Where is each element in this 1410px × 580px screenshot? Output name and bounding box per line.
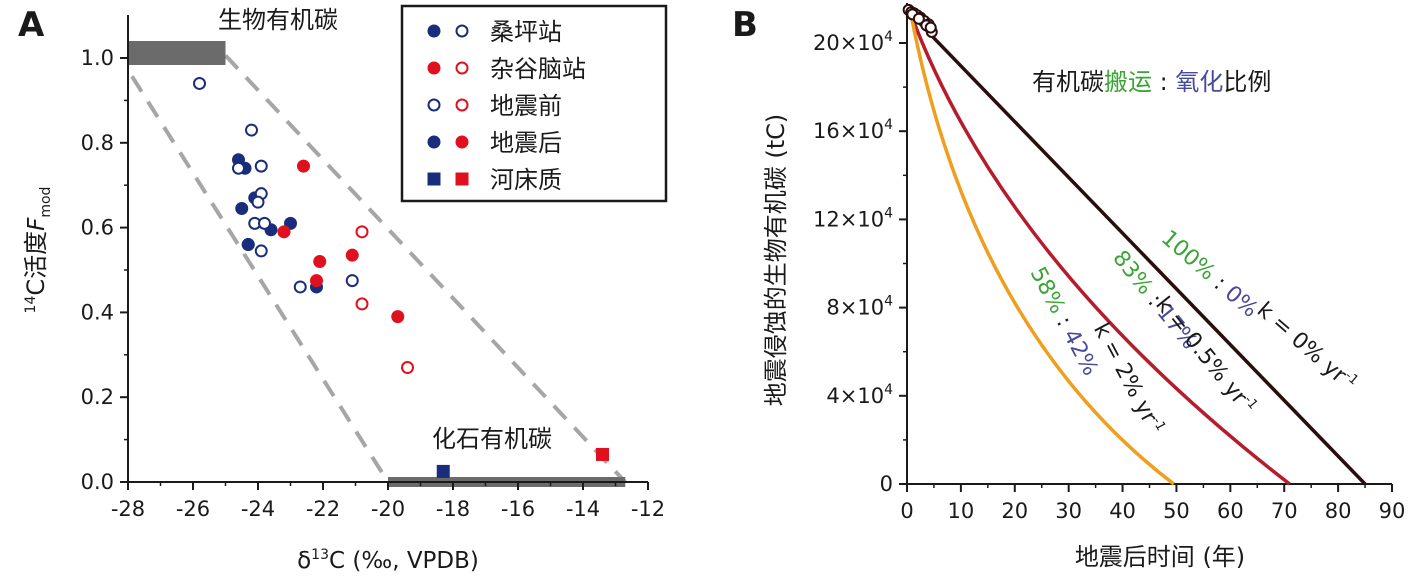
panel-a-label: A	[18, 5, 45, 45]
data-point	[235, 202, 249, 216]
y-tick-label: 0.6	[81, 216, 114, 240]
y-tick-label: 0.2	[81, 385, 114, 409]
panel-b: B 0 10 20 30 40 50 60 70 80 90 0 4×104 8×104 12×104 16…	[732, 3, 1406, 571]
x-tick-label: -18	[436, 497, 470, 521]
x-tick-label: -28	[111, 497, 145, 521]
panel-b-ylabel: 地震侵蚀的生物有机碳 (tC)	[762, 114, 790, 407]
panel-a: A -28 -26 -24 -22 -20 -18 -16 -14 -12 0.0 0.2 0.4 0.…	[18, 4, 668, 574]
legend-marker	[455, 135, 469, 149]
start-marker	[912, 12, 925, 25]
panel-b-line-labels: 100% : 0%k = 0% yr-183% : 17%k = 0.5% yr…	[1025, 226, 1361, 439]
data-point	[258, 216, 271, 230]
panel-b-lines	[909, 13, 1367, 486]
biospheric-end-member-bar	[128, 41, 226, 65]
panel-b-label: B	[732, 5, 758, 45]
x-tick-label: -16	[501, 497, 535, 521]
x-tick-label: 90	[1379, 499, 1406, 523]
legend-marker	[455, 172, 469, 186]
panel-a-ylabel: 14C活度Fmod	[22, 187, 54, 314]
biospheric-oc-label: 生物有机碳	[218, 6, 338, 34]
x-tick-label: -22	[306, 497, 340, 521]
legend-marker	[455, 61, 469, 75]
x-tick-label: -12	[631, 497, 665, 521]
x-tick-label: 40	[1109, 499, 1136, 523]
y-tick-label: 20×104	[813, 29, 893, 55]
legend-marker	[455, 24, 469, 38]
y-tick-label: 4×104	[826, 382, 893, 408]
data-point	[277, 225, 291, 239]
legend-marker	[427, 24, 441, 38]
series-ratio-label: 58% : 42%	[1025, 263, 1103, 380]
panel-a-xlabel: δ13C (‰, VPDB)	[297, 547, 479, 574]
series-line	[909, 14, 1175, 486]
legend-label: 桑坪站	[490, 18, 562, 46]
data-point	[345, 274, 359, 288]
x-tick-label: 50	[1163, 499, 1190, 523]
data-point	[391, 310, 405, 324]
legend-marker	[427, 98, 441, 112]
data-point	[251, 195, 265, 209]
y-tick-label: 8×104	[826, 294, 893, 320]
mixing-envelope	[130, 54, 627, 484]
start-marker	[924, 21, 937, 34]
x-tick-label: 0	[900, 499, 913, 523]
legend-label: 杂谷脑站	[490, 55, 586, 83]
data-point	[254, 159, 268, 173]
x-tick-label: 70	[1271, 499, 1298, 523]
x-tick-label: -14	[566, 497, 600, 521]
x-tick-label: 80	[1325, 499, 1352, 523]
data-point	[232, 161, 245, 175]
series-line	[909, 13, 1367, 486]
legend-label: 河床质	[490, 166, 562, 194]
data-point	[254, 244, 268, 258]
series-k-label: k = 2% yr-1	[1088, 319, 1168, 439]
data-point	[401, 361, 414, 375]
data-point	[297, 159, 310, 173]
data-point-square	[596, 447, 609, 461]
x-tick-label: 30	[1055, 499, 1082, 523]
data-point	[313, 255, 327, 269]
y-tick-label: 1.0	[81, 46, 114, 70]
data-point-square	[436, 464, 450, 478]
legend-marker	[455, 98, 469, 112]
y-tick-label: 0.0	[81, 470, 114, 494]
legend-box	[400, 4, 668, 203]
legend-label: 地震后	[490, 129, 562, 157]
data-point	[355, 297, 369, 311]
y-tick-label: 0.8	[81, 131, 114, 155]
x-tick-label: -26	[176, 497, 210, 521]
envelope-lower-line	[130, 75, 390, 484]
series-line	[909, 13, 1291, 486]
data-point	[193, 76, 206, 90]
data-point	[310, 274, 323, 288]
panel-b-axes: 0 10 20 30 40 50 60 70 80 90 0 4×104 8×104 12×104 16×1…	[813, 3, 1406, 523]
petrogenic-oc-label: 化石有机碳	[432, 425, 552, 453]
legend-label: 地震前	[490, 92, 562, 120]
envelope-upper-line	[224, 54, 627, 484]
panel-a-axes: -28 -26 -24 -22 -20 -18 -16 -14 -12 0.0 0.2 0.4 0.6 0…	[81, 15, 665, 521]
x-tick-label: 60	[1217, 499, 1244, 523]
data-point	[355, 225, 369, 239]
panel-a-points	[193, 76, 609, 478]
legend-marker	[427, 61, 441, 75]
y-tick-label: 12×104	[813, 205, 893, 231]
x-tick-label: 20	[1001, 499, 1028, 523]
data-point	[293, 280, 307, 294]
x-tick-label: -20	[371, 497, 405, 521]
y-tick-label: 16×104	[813, 117, 893, 143]
legend-marker	[427, 172, 441, 186]
panel-b-start-markers	[902, 3, 938, 38]
x-tick-label: 10	[948, 499, 975, 523]
panel-b-xlabel: 地震后时间 (年)	[1075, 543, 1245, 571]
x-tick-label: -24	[241, 497, 275, 521]
data-point	[345, 248, 359, 262]
legend-marker	[427, 135, 441, 149]
y-tick-label: 0	[880, 472, 893, 496]
data-point	[245, 123, 258, 137]
ratio-title: 有机碳搬运 : 氧化比例	[1032, 68, 1271, 96]
data-point	[241, 238, 255, 252]
y-tick-label: 0.4	[81, 300, 114, 324]
